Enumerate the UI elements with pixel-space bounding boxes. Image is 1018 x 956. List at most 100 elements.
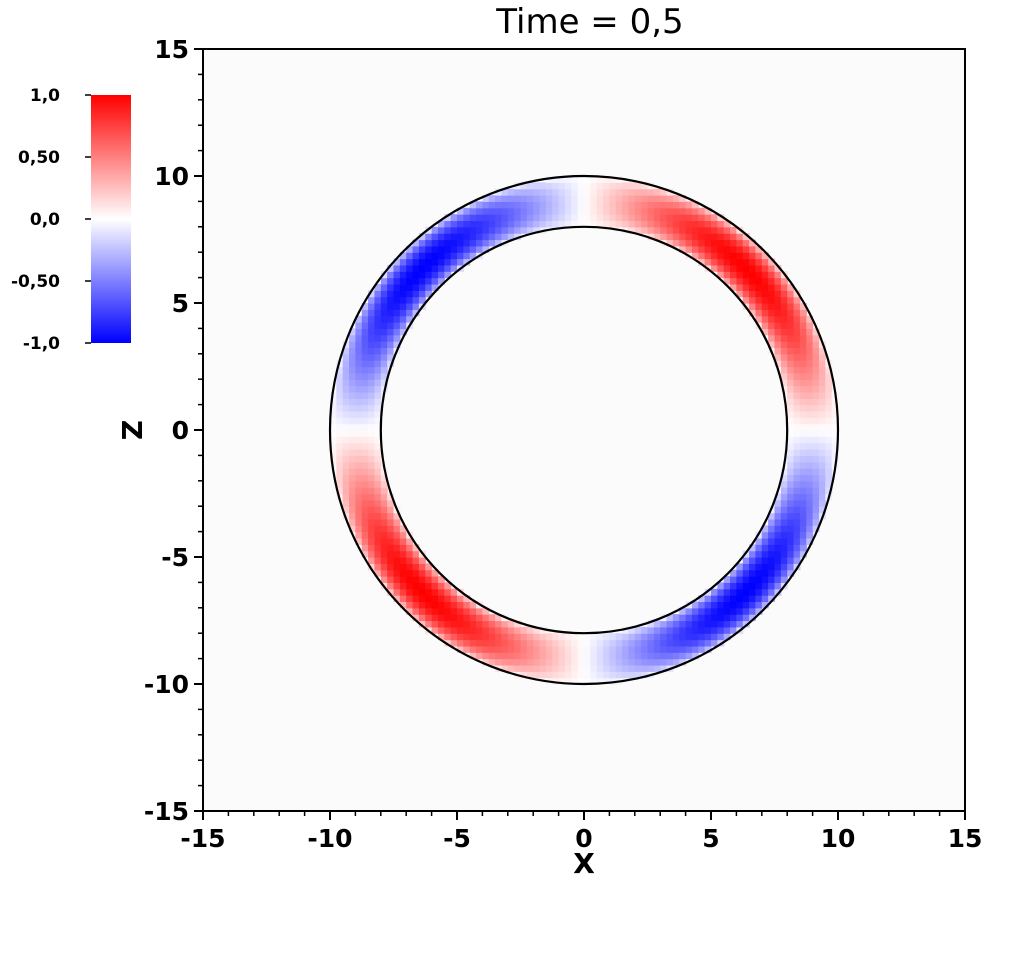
field-cell [380,341,388,349]
field-cell [736,582,744,590]
field-cell [736,614,744,622]
field-cell [501,195,509,202]
field-cell [755,544,763,552]
field-cell [793,341,801,349]
field-cell [545,639,553,647]
field-cell [564,201,572,209]
field-cell [653,626,661,634]
field-cell [749,607,757,615]
field-cell [444,588,452,596]
field-cell [812,341,820,349]
field-cell [437,245,445,253]
field-cell [831,449,839,456]
field-cell [406,303,414,310]
field-cell [374,303,382,310]
field-cell [361,436,369,444]
field-cell [641,195,649,202]
field-cell [653,633,661,641]
field-cell [545,214,553,222]
field-cell [361,518,369,526]
field-cell [780,468,788,476]
field-cell [787,410,795,418]
field-cell [774,309,782,317]
field-cell [755,588,763,596]
field-cell [533,201,541,209]
field-cell [717,245,725,253]
field-cell [717,252,725,260]
field-cell [812,391,820,399]
field-cell [730,601,737,609]
field-cell [368,430,376,437]
field-cell [793,303,801,310]
field-cell [774,569,782,577]
field-cell [584,639,591,647]
field-cell [349,353,356,361]
field-cell [374,309,382,317]
field-cell [793,487,801,495]
field-cell [342,487,350,495]
field-cell [691,645,699,653]
field-cell [342,499,350,507]
field-cell [552,182,560,190]
field-cell [387,322,395,329]
field-cell [533,658,541,666]
field-cell [469,626,477,634]
field-cell [355,468,363,476]
field-cell [698,252,706,260]
field-cell [469,645,477,653]
field-cell [780,531,788,539]
field-cell [463,595,471,603]
field-cell [406,569,414,577]
field-cell [660,639,668,647]
field-cell [374,328,382,336]
field-cell [711,226,718,234]
field-cell [482,207,490,215]
field-cell [818,436,826,444]
field-cell [571,207,579,215]
field-cell [571,639,579,647]
field-cell [634,214,642,222]
field-cell [539,639,547,647]
field-cell [609,207,617,215]
field-cell [723,245,731,253]
field-cell [355,315,363,323]
field-cell [374,557,382,564]
field-cell [514,201,522,209]
field-cell [825,430,833,437]
field-cell [806,474,814,482]
field-cell [406,245,414,253]
field-cell [653,664,661,672]
field-cell [425,271,433,279]
field-cell [761,537,769,545]
field-cell [730,233,737,241]
field-cell [609,652,617,660]
field-cell [679,633,687,641]
field-cell [615,658,623,666]
field-cell [412,239,420,247]
field-cell [787,525,795,533]
field-cell [825,449,833,456]
field-cell [685,226,693,234]
field-cell [596,652,604,660]
field-cell [653,639,661,647]
field-cell [380,557,388,564]
field-cell [818,430,826,437]
field-cell [672,207,680,215]
field-cell [425,576,433,583]
field-cell [590,664,598,672]
field-cell [780,518,788,526]
field-cell [685,633,693,641]
field-cell [799,430,807,437]
field-cell [647,195,655,202]
field-cell [749,296,757,304]
field-cell [368,347,376,355]
field-cell [653,195,661,202]
field-cell [380,518,388,526]
field-cell [622,639,630,647]
field-cell [368,550,376,558]
field-cell [368,474,376,482]
field-cell [698,607,706,615]
field-cell [711,245,718,253]
field-cell [755,303,763,310]
field-cell [780,487,788,495]
